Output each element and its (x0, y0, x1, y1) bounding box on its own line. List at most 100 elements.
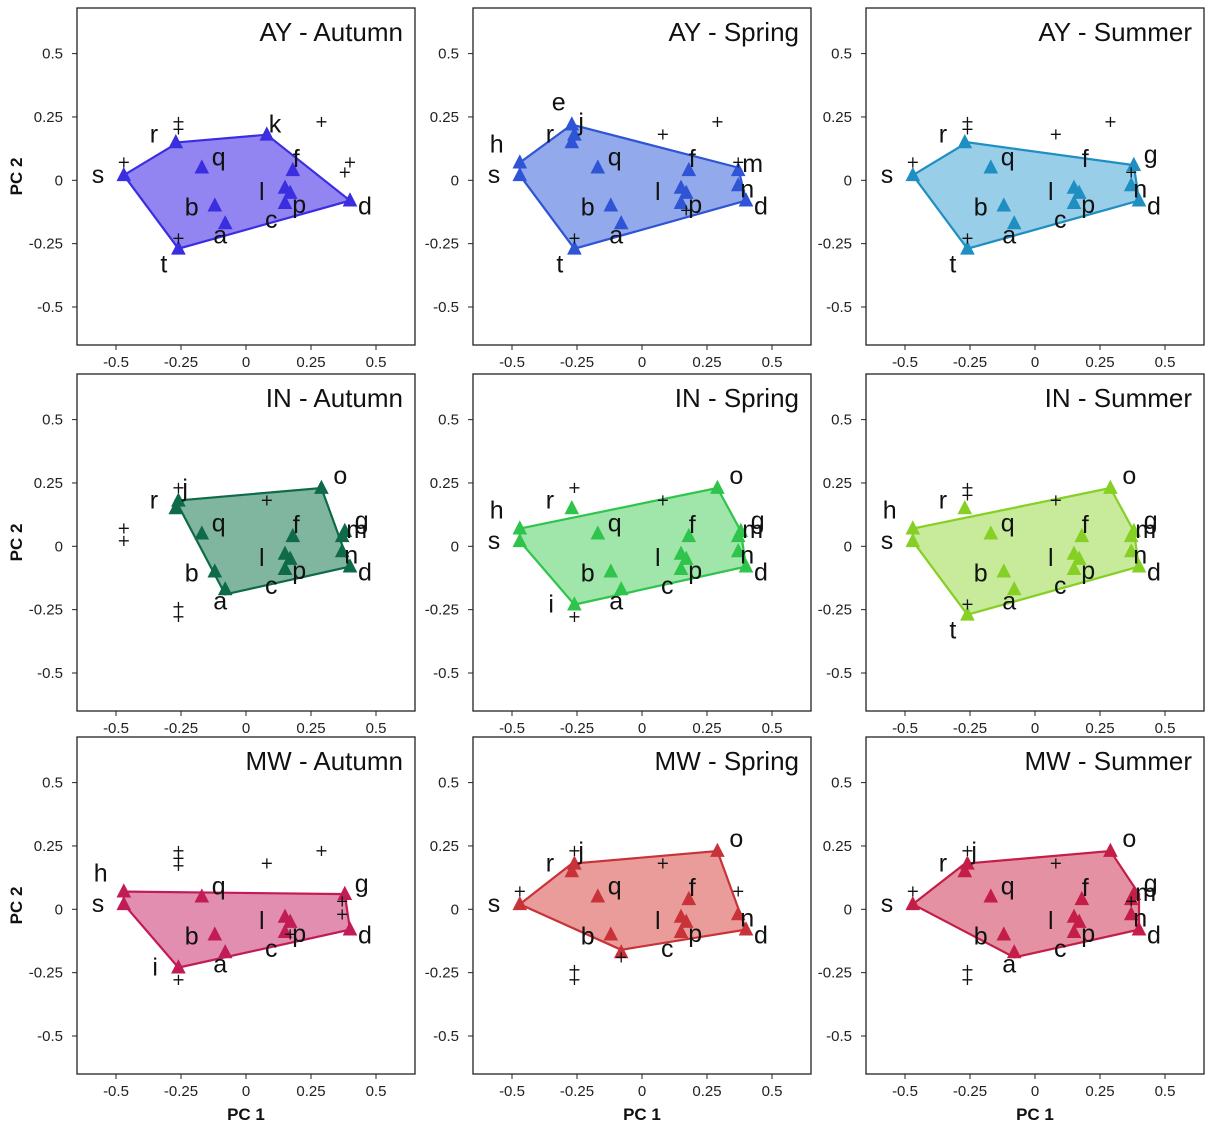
y-tick-label: 0 (844, 538, 852, 555)
absent-site-marker: + (614, 947, 627, 966)
site-label-m: m (742, 150, 763, 178)
y-tick-label: 0.5 (438, 412, 459, 429)
site-marker-b (207, 563, 223, 578)
x-tick-label: 0.25 (692, 720, 721, 737)
site-label-q: q (608, 510, 622, 538)
absent-site-marker: + (283, 925, 296, 944)
x-tick-label: 0.5 (762, 354, 783, 371)
site-label-r: r (939, 486, 947, 514)
site-label-a: a (609, 587, 623, 615)
site-marker-m (334, 527, 350, 543)
site-label-q: q (1001, 873, 1015, 901)
site-label-p: p (688, 191, 702, 219)
site-marker-a (1006, 581, 1022, 596)
site-marker-f (1074, 890, 1090, 906)
site-marker-t (171, 240, 186, 255)
site-label-q: q (212, 144, 226, 172)
site-marker-i (567, 596, 582, 611)
site-label-n: n (740, 541, 754, 569)
site-label-g: g (355, 507, 369, 535)
panel-ay-spring: + + + + + ejr q h f m s l p n b d a t AY - Spring 0.5 0.25 0 -… (425, 7, 812, 371)
x-tick-label: 0 (638, 354, 646, 371)
site-label-h: h (883, 497, 897, 525)
site-marker-n (334, 543, 350, 558)
absent-site-marker: + (961, 112, 974, 131)
site-marker-i (171, 959, 186, 974)
x-tick-label: 0.5 (762, 720, 783, 737)
site-marker-b (207, 926, 223, 941)
y-tick-label: 0.5 (42, 775, 63, 792)
y-tick-label: -0.5 (37, 665, 63, 682)
site-marker-t (960, 606, 975, 621)
site-label-b: b (581, 560, 595, 588)
site-marker-d (342, 921, 358, 936)
y-tick-label: 0.5 (42, 412, 63, 429)
site-label-b: b (974, 560, 988, 588)
y-tick-label: -0.5 (37, 299, 63, 316)
site-marker-n (1123, 543, 1139, 558)
site-label-s: s (92, 161, 105, 189)
x-tick-label: -0.25 (164, 720, 198, 737)
y-tick-label: 0.5 (42, 46, 63, 63)
absent-site-marker: + (172, 229, 185, 248)
absent-site-marker: + (117, 531, 130, 550)
y-tick-label: -0.25 (425, 236, 459, 253)
site-marker-a (1006, 944, 1022, 959)
site-marker-n (730, 543, 746, 558)
site-label-o: o (333, 462, 347, 490)
x-tick-label: 0.5 (1155, 720, 1176, 737)
x-tick-label: -0.5 (499, 1083, 525, 1100)
x-tick-label: -0.25 (164, 1083, 198, 1100)
site-label-a: a (609, 221, 623, 249)
site-label-r: r (546, 486, 554, 514)
site-label-q: q (212, 873, 226, 901)
absent-site-marker: + (656, 491, 669, 510)
y-tick-label: 0 (55, 901, 63, 918)
site-marker-p (678, 550, 694, 565)
site-label-d: d (754, 193, 768, 221)
site-marker-d (1131, 921, 1147, 936)
site-marker-a (217, 581, 233, 596)
site-marker-m (730, 527, 746, 543)
site-marker-g (1126, 156, 1142, 171)
y-tick-label: 0 (844, 172, 852, 189)
site-marker-a (613, 581, 629, 596)
site-marker-o (1103, 479, 1118, 494)
absent-site-marker: + (961, 970, 974, 989)
site-label-a: a (213, 221, 227, 249)
site-marker-q (983, 159, 999, 174)
site-label-n: n (1133, 175, 1147, 203)
y-tick-label: 0.5 (438, 775, 459, 792)
site-label-g: g (1144, 507, 1158, 535)
site-label-j: j (577, 109, 584, 137)
site-marker-a (217, 215, 233, 230)
site-label-a: a (1002, 587, 1016, 615)
site-marker-d (1131, 558, 1147, 573)
site-marker-b (603, 197, 619, 212)
site-label-p: p (292, 191, 306, 219)
y-tick-label: 0 (55, 172, 63, 189)
x-tick-label: -0.5 (892, 1083, 918, 1100)
site-marker-c (277, 560, 293, 576)
absent-site-marker: + (172, 597, 185, 616)
x-tick-label: 0 (1031, 1083, 1039, 1100)
x-axis-label: PC 1 (1016, 1105, 1054, 1124)
absent-site-marker: + (711, 112, 724, 131)
site-label-o: o (729, 825, 743, 853)
site-marker-q (194, 159, 210, 174)
x-tick-label: 0.5 (366, 354, 387, 371)
absent-site-marker: + (961, 486, 974, 505)
absent-site-marker: + (260, 491, 273, 510)
site-label-r: r (546, 120, 554, 148)
site-label-s: s (881, 890, 894, 918)
absent-site-marker: + (335, 904, 348, 923)
site-marker-f (681, 890, 697, 906)
site-marker-b (207, 197, 223, 212)
site-marker-o (710, 479, 725, 494)
site-label-f: f (689, 874, 696, 902)
site-label-p: p (292, 920, 306, 948)
site-label-l: l (655, 178, 661, 206)
site-label-c: c (265, 206, 278, 234)
y-tick-label: -0.25 (425, 965, 459, 982)
